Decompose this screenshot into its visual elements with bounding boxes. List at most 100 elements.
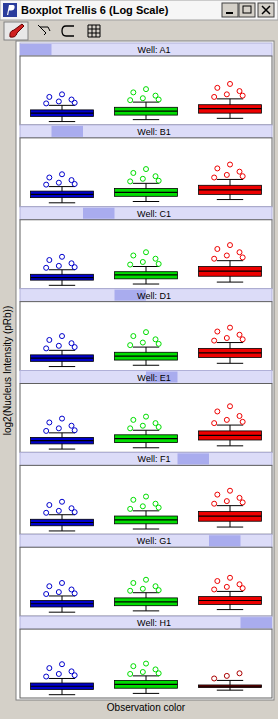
median xyxy=(31,113,94,114)
strip-indicator xyxy=(178,453,210,464)
whisker-cap-low xyxy=(133,447,159,448)
outlier-point xyxy=(60,334,65,339)
whisker-cap-high xyxy=(217,680,243,681)
plot-frame xyxy=(16,41,274,700)
panel-marks xyxy=(31,488,262,531)
outlier-point xyxy=(240,419,245,424)
grid-icon-line xyxy=(88,25,89,37)
outlier-point xyxy=(44,101,49,106)
strip-label: Well: D1 xyxy=(137,291,171,301)
box xyxy=(199,597,262,605)
outlier-point xyxy=(140,96,145,101)
outlier-point xyxy=(144,87,149,92)
box xyxy=(31,683,94,689)
outlier-point xyxy=(237,413,242,418)
median xyxy=(115,356,178,357)
outlier-point xyxy=(44,674,49,679)
outlier-point xyxy=(240,500,245,505)
close-glyph xyxy=(262,6,270,14)
box xyxy=(31,110,94,116)
outlier-point xyxy=(128,343,133,348)
whisker-cap-low xyxy=(217,118,243,119)
outlier-point xyxy=(212,175,217,180)
whisker-cap-low xyxy=(133,365,159,366)
whisker-cap-low xyxy=(133,610,159,611)
panel-marks xyxy=(31,325,262,366)
whisker-cap-high xyxy=(133,183,159,184)
panel-marks xyxy=(31,404,262,449)
median xyxy=(115,274,178,275)
brush-tool[interactable] xyxy=(4,22,28,40)
maximize-glyph xyxy=(243,6,251,13)
outlier-point xyxy=(224,92,229,97)
strip-label: Well: A1 xyxy=(138,45,171,55)
outlier-point xyxy=(153,337,158,342)
whisker-cap-low xyxy=(49,530,75,531)
outlier-point xyxy=(47,337,52,342)
median xyxy=(199,435,262,436)
whisker-cap-low xyxy=(217,199,243,200)
outlier-point xyxy=(47,666,52,671)
strip-label: Well: F1 xyxy=(138,454,171,464)
outlier-point xyxy=(212,338,217,343)
whisker-cap-low xyxy=(49,449,75,450)
strip xyxy=(20,452,272,465)
window: Boxplot Trellis 6 (Log Scale)log2(Nucleu… xyxy=(0,0,278,719)
panel: Well: H1 xyxy=(20,616,272,698)
pointer-tool[interactable] xyxy=(38,25,50,35)
median xyxy=(31,277,94,278)
outlier-point xyxy=(131,253,136,258)
outlier-point xyxy=(156,261,161,266)
median xyxy=(31,686,94,687)
whisker-cap-high xyxy=(49,269,75,270)
box xyxy=(115,435,178,443)
outlier-point xyxy=(156,505,161,510)
whisker-cap-low xyxy=(217,609,243,610)
box xyxy=(31,191,94,197)
minimize-button[interactable] xyxy=(222,3,238,17)
outlier-point xyxy=(56,99,61,104)
whisker-cap-high xyxy=(49,595,75,596)
box xyxy=(199,431,262,440)
outlier-point xyxy=(131,580,136,585)
box xyxy=(115,516,178,524)
strip-indicator xyxy=(241,617,273,628)
outlier-point xyxy=(228,575,233,580)
outlier-point xyxy=(140,176,145,181)
median xyxy=(199,270,262,271)
outlier-point xyxy=(72,591,77,596)
outlier-point xyxy=(47,503,52,508)
box xyxy=(199,685,262,688)
outlier-point xyxy=(140,259,145,264)
outlier-point xyxy=(240,174,245,179)
box xyxy=(115,272,178,279)
whisker-cap-high xyxy=(49,350,75,351)
outlier-point xyxy=(228,81,233,86)
whisker-cap-low xyxy=(133,119,159,120)
outlier-point xyxy=(212,676,217,681)
outlier-point xyxy=(69,423,74,428)
outlier-point xyxy=(128,262,133,267)
outlier-point xyxy=(144,414,149,419)
whisker-cap-low xyxy=(133,529,159,530)
whisker-cap-low xyxy=(49,612,75,613)
outlier-point xyxy=(228,243,233,248)
outlier-point xyxy=(140,669,145,674)
outlier-point xyxy=(224,253,229,258)
subset-tool[interactable] xyxy=(62,26,74,36)
outlier-point xyxy=(156,341,161,346)
outlier-point xyxy=(56,343,61,348)
panel-marks xyxy=(31,243,262,286)
whisker-cap-low xyxy=(217,363,243,364)
whisker-cap-low xyxy=(217,445,243,446)
maximize-button[interactable] xyxy=(239,3,255,17)
outlier-point xyxy=(131,664,136,669)
strip xyxy=(20,371,272,384)
close-button[interactable] xyxy=(258,3,274,17)
grid-tool[interactable] xyxy=(88,25,100,37)
outlier-point xyxy=(128,426,133,431)
panel-frame xyxy=(20,384,272,453)
strip xyxy=(20,289,272,302)
outlier-point xyxy=(240,255,245,260)
panel: Well: B1 xyxy=(20,125,272,207)
